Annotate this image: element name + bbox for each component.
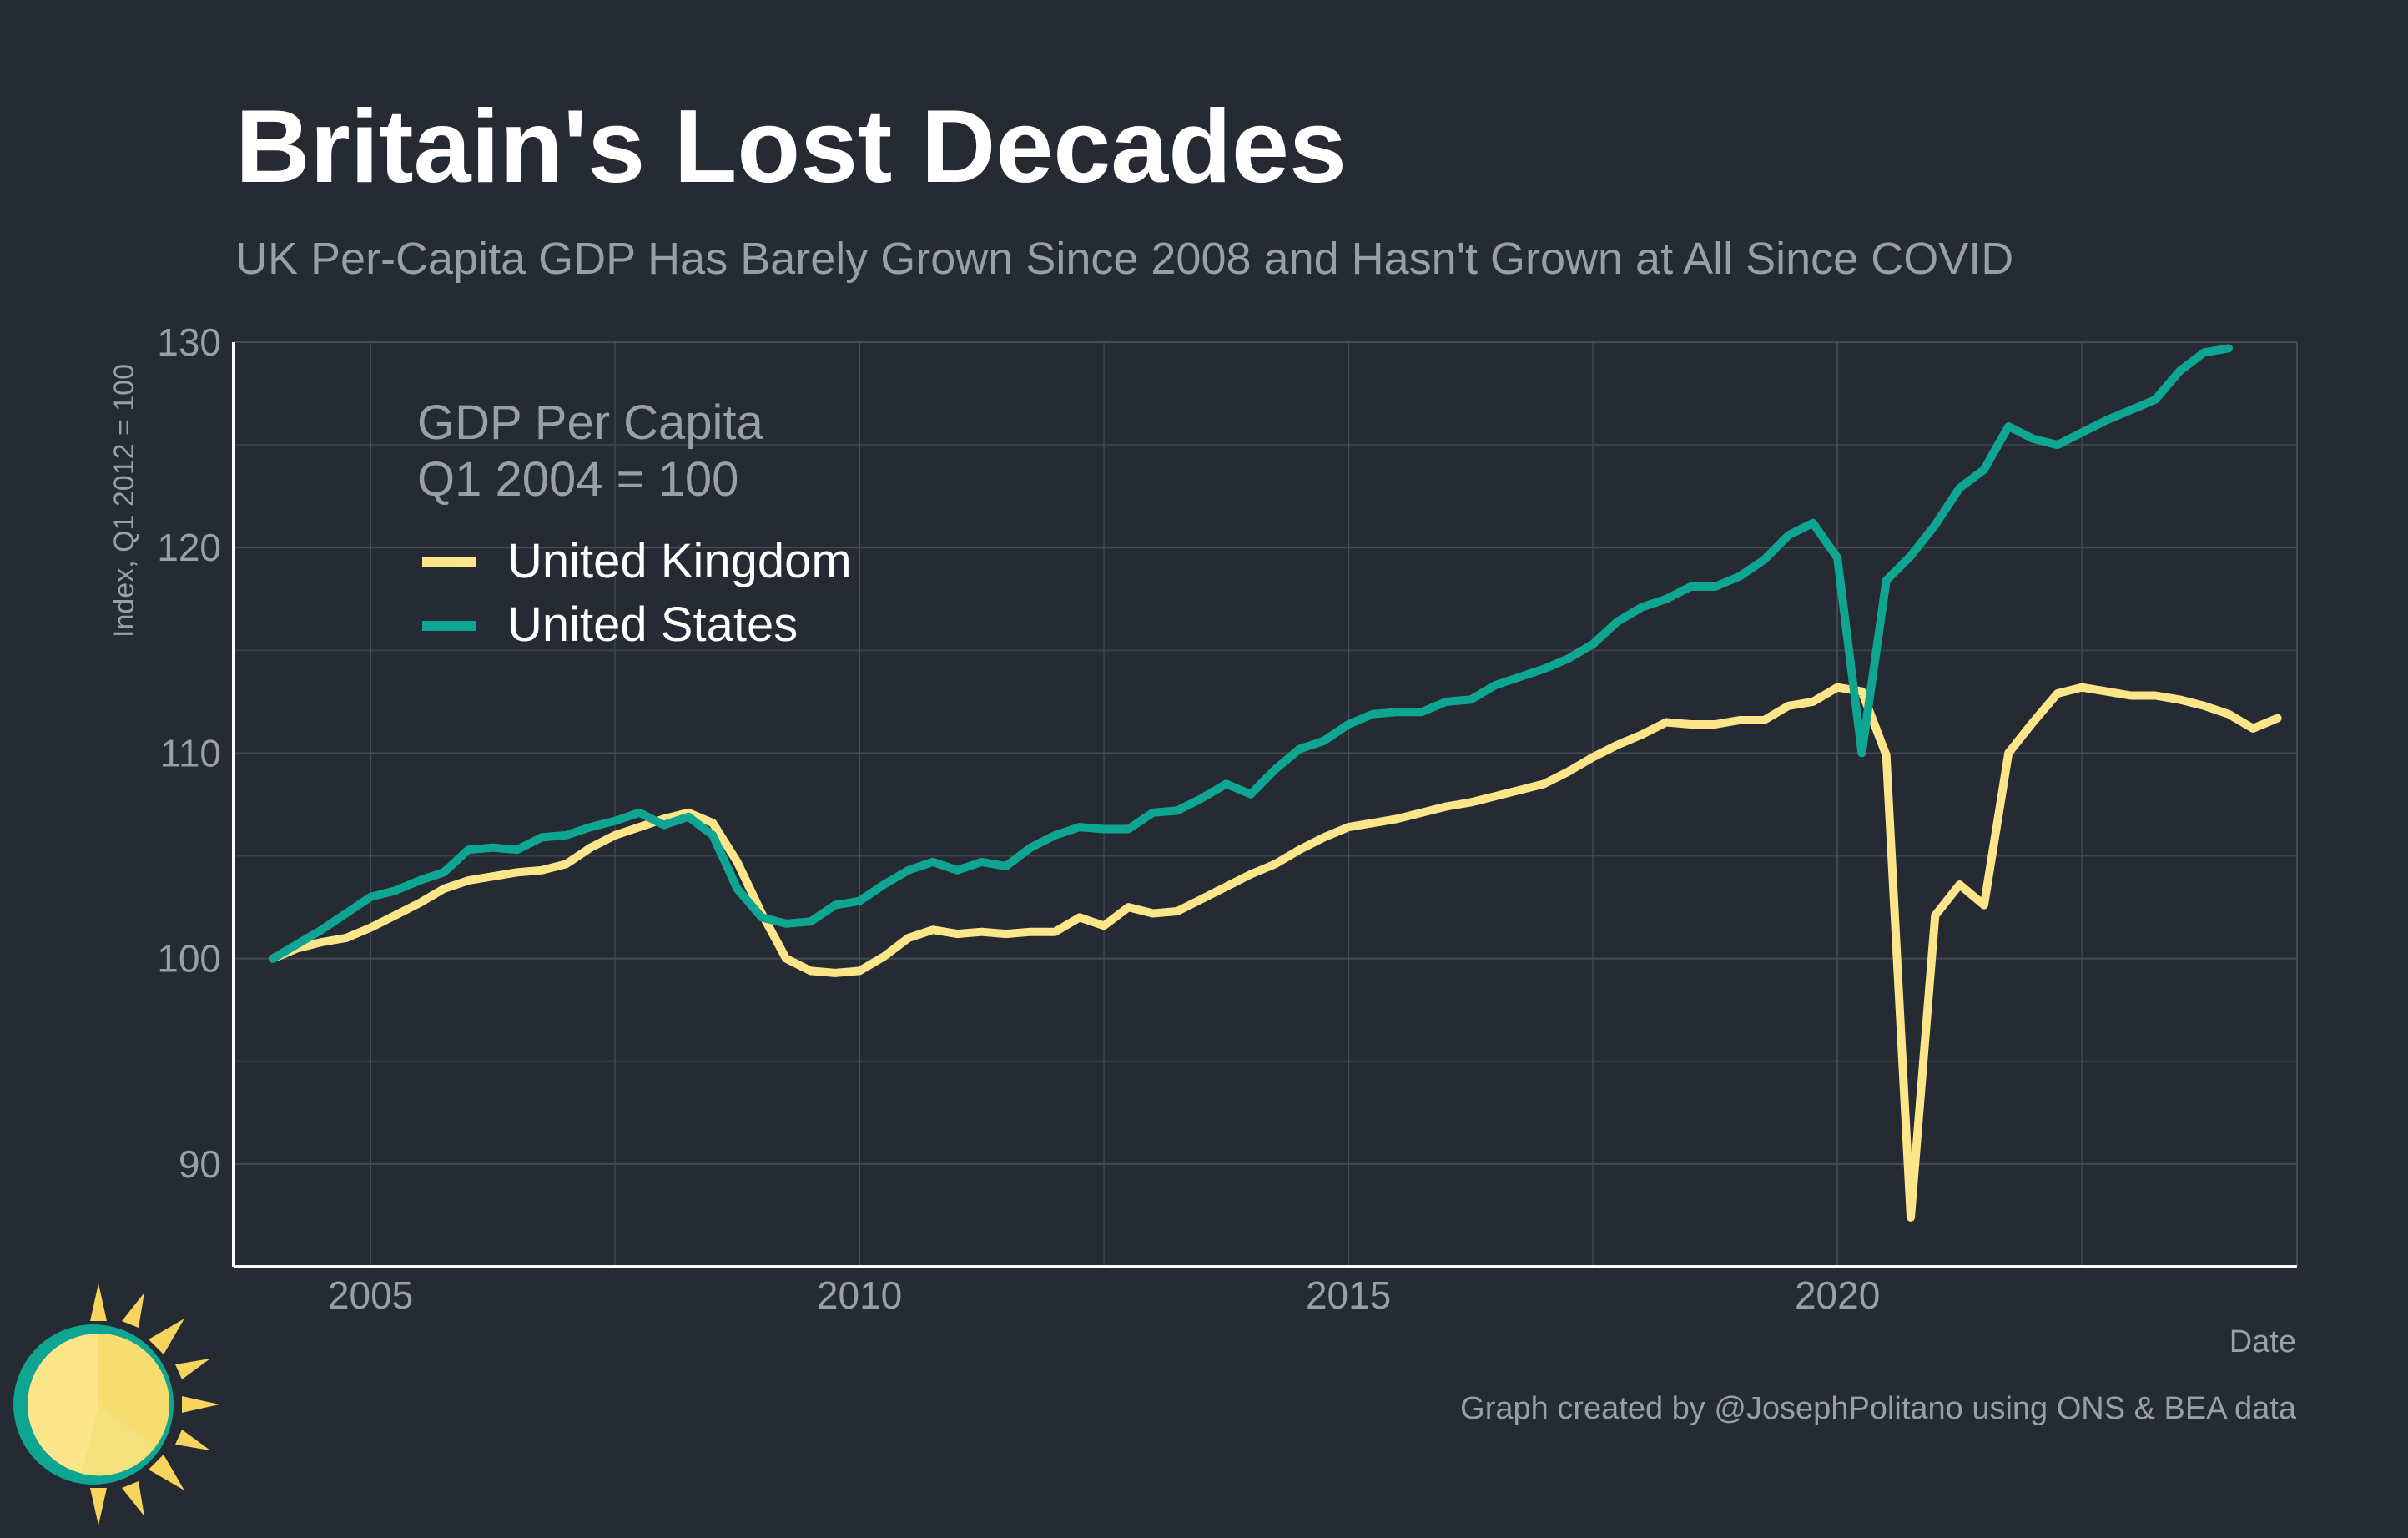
y-tick-labels: 90 100 110 120 130: [157, 320, 221, 1186]
chart-subtitle: UK Per-Capita GDP Has Barely Grown Since…: [235, 234, 2013, 284]
chart-title: Britain's Lost Decades: [235, 89, 1347, 204]
legend-title-line-1: GDP Per Capita: [417, 396, 764, 450]
legend-title-line-2: Q1 2004 = 100: [417, 452, 738, 507]
x-tick-label: 2005: [328, 1273, 413, 1317]
sun-logo-icon: [13, 1283, 219, 1525]
series-line-united-kingdom: [268, 683, 2282, 1222]
x-tick-label: 2020: [1795, 1273, 1880, 1317]
y-tick-label: 130: [157, 320, 221, 364]
y-tick-label: 120: [157, 526, 221, 569]
y-tick-label: 90: [179, 1142, 221, 1186]
y-tick-label: 110: [160, 731, 221, 774]
major-gridlines: [234, 341, 2298, 1267]
series-layer: [268, 344, 2282, 1222]
series-line-united-states: [268, 344, 2233, 963]
x-tick-label: 2015: [1306, 1273, 1391, 1317]
legend-label-united-kingdom: United Kingdom: [507, 534, 852, 588]
y-axis-label: Index, Q1 2012 = 100: [108, 364, 140, 638]
source-caption: Graph created by @JosephPolitano using O…: [1460, 1391, 2297, 1426]
x-tick-label: 2010: [817, 1273, 902, 1317]
x-tick-labels: 2005 2010 2015 2020: [328, 1273, 1880, 1317]
x-axis-label: Date: [2229, 1324, 2296, 1359]
legend: GDP Per Capita Q1 2004 = 100 United King…: [417, 396, 852, 652]
y-tick-label: 100: [157, 937, 221, 981]
legend-label-united-states: United States: [507, 598, 798, 652]
